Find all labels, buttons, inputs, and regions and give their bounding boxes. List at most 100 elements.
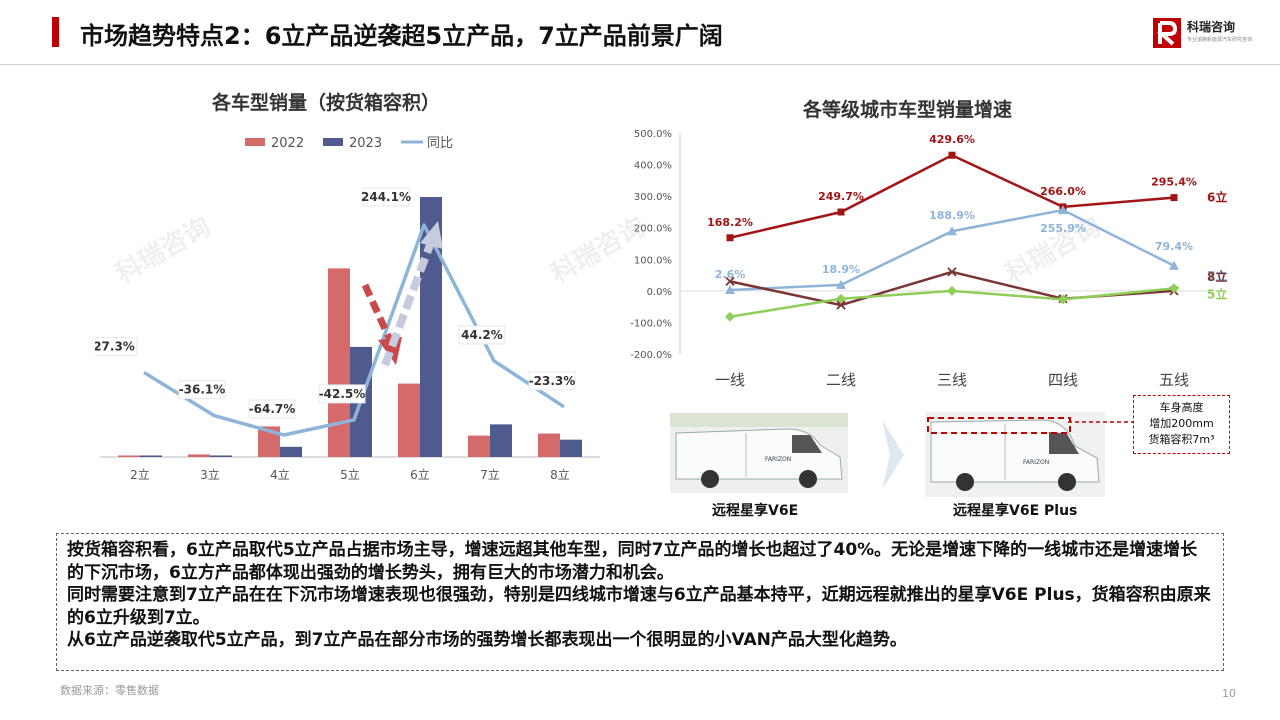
arrow-right-icon [882, 420, 904, 490]
legend-label: 同比 [427, 136, 453, 151]
data-label: -23.3% [529, 374, 576, 388]
kerui-logo-icon [1153, 18, 1181, 48]
y-tick-label: 100.0% [634, 255, 672, 266]
logo-name: 科瑞咨询 [1187, 20, 1236, 34]
data-label: 244.1% [361, 190, 411, 204]
van-v6e-plus-image: FARIZON [925, 412, 1105, 497]
data-label-box [248, 399, 296, 419]
x-tick-label: 7立 [480, 467, 500, 482]
data-label: 255.9% [1040, 222, 1086, 235]
data-label-box [458, 325, 506, 345]
x-tick-label: 一线 [715, 371, 745, 389]
summary-box: 按货箱容积看，6立产品取代5立产品占据市场主导，增速远超其他车型，同时7立产品的… [56, 533, 1224, 671]
legend-label: 2022 [271, 136, 304, 151]
legend-swatch [245, 138, 265, 146]
data-point [836, 293, 846, 304]
bar-2023 [490, 424, 512, 457]
data-point [947, 226, 957, 236]
data-point [725, 285, 735, 295]
growth-arrow-icon [420, 221, 443, 249]
y-tick-label: 400.0% [634, 161, 672, 172]
data-label: -42.5% [319, 387, 366, 401]
yoy-line [143, 223, 565, 437]
data-point [1169, 283, 1179, 294]
data-point [947, 267, 957, 277]
data-label: 27.3% [95, 339, 135, 353]
x-tick-label: 四线 [1048, 371, 1078, 389]
bar-2023 [560, 439, 582, 457]
size-callout: 车身高度 增加200mm 货箱容积7m³ [1133, 395, 1230, 454]
bar-2022 [538, 433, 560, 457]
data-point [1169, 260, 1179, 270]
data-point [948, 151, 956, 159]
x-tick-label: 2立 [130, 467, 150, 482]
data-label-box [178, 380, 226, 400]
callout-line: 车身高度 [1159, 401, 1204, 414]
x-tick-label: 二线 [826, 371, 856, 389]
data-label: -64.7% [249, 402, 296, 416]
series-name-label: 5立 [1207, 286, 1227, 301]
series-name-label: 8立 [1207, 269, 1227, 284]
data-source: 数据来源：零售数据 [60, 684, 159, 697]
volume-sales-chart: 2022 2023 同比 2立 3立 4立 5立 6立 7立 8立 27.3% -36.1% -64.7… [95, 136, 600, 482]
series-line [729, 153, 1175, 239]
y-tick-label: -200.0% [630, 350, 672, 361]
data-label: 44.2% [461, 328, 503, 342]
data-label: 79.4% [1155, 240, 1193, 253]
header-divider [0, 64, 1280, 65]
data-label: 249.7% [818, 190, 864, 203]
data-point [1058, 205, 1068, 215]
series-name-label: 7立 [1207, 268, 1227, 283]
data-label: 2.6% [715, 268, 746, 281]
bar-2022 [328, 268, 350, 457]
chart1-title: 各车型销量（按货箱容积） [212, 92, 441, 114]
y-tick-label: -100.0% [630, 318, 672, 329]
data-label-box [528, 371, 576, 391]
data-label: 168.2% [707, 216, 753, 229]
legend-swatch [323, 138, 343, 146]
decline-arrow-icon [361, 283, 394, 342]
bar-2022 [468, 435, 490, 457]
x-tick-label: 3立 [200, 467, 220, 482]
data-point [836, 300, 846, 310]
data-label: 429.6% [929, 133, 975, 146]
summary-paragraph: 同时需要注意到7立产品在在下沉市场增速表现也很强劲，特别是四线城市增速与6立产品… [67, 585, 1211, 628]
bar-2023 [210, 455, 232, 457]
callout-leader-line [1068, 421, 1134, 423]
title-accent-bar [52, 17, 59, 47]
summary-paragraph: 从6立产品逆袭取代5立产品，到7立产品在部分市场的强势增长都表现出一个很明显的小… [67, 630, 907, 650]
y-tick-label: 500.0% [634, 129, 672, 140]
data-label: -36.1% [179, 383, 226, 397]
chart2-title: 各等级城市车型销量增速 [803, 99, 1013, 121]
data-point [725, 311, 735, 322]
growth-arrow-icon [381, 243, 434, 367]
data-label-box [95, 336, 138, 356]
data-label: 295.4% [1151, 176, 1197, 189]
data-point [1170, 194, 1178, 202]
y-tick-label: 200.0% [634, 224, 672, 235]
data-point [1058, 294, 1068, 305]
data-label: 18.9% [822, 263, 860, 276]
callout-line: 货箱容积7m³ [1148, 433, 1215, 446]
data-label: 266.0% [1040, 185, 1086, 198]
data-label: 188.9% [929, 209, 975, 222]
page-title: 市场趋势特点2：6立产品逆袭超5立产品，7立产品前景广阔 [80, 22, 723, 50]
data-point [837, 208, 845, 216]
x-tick-label: 8立 [550, 467, 570, 482]
van-v6e-plus-label: 远程星享V6E Plus [953, 503, 1078, 519]
series-name-label: 6立 [1207, 190, 1227, 205]
bar-2022 [398, 383, 420, 457]
van-badge: FARIZON [1023, 459, 1049, 466]
data-point [836, 279, 846, 289]
logo-subtitle: 专业道路新能源汽车研究咨询 [1187, 37, 1253, 43]
x-tick-label: 五线 [1159, 371, 1189, 389]
page-number: 10 [1222, 687, 1236, 700]
callout-line: 增加200mm [1149, 417, 1214, 430]
bar-2022 [118, 455, 140, 457]
data-point [725, 276, 735, 287]
bar-2023 [280, 446, 302, 457]
x-tick-label: 4立 [270, 467, 290, 482]
x-tick-label: 5立 [340, 467, 360, 482]
van-badge: FARIZON [765, 456, 791, 463]
legend-label: 2023 [349, 136, 382, 151]
